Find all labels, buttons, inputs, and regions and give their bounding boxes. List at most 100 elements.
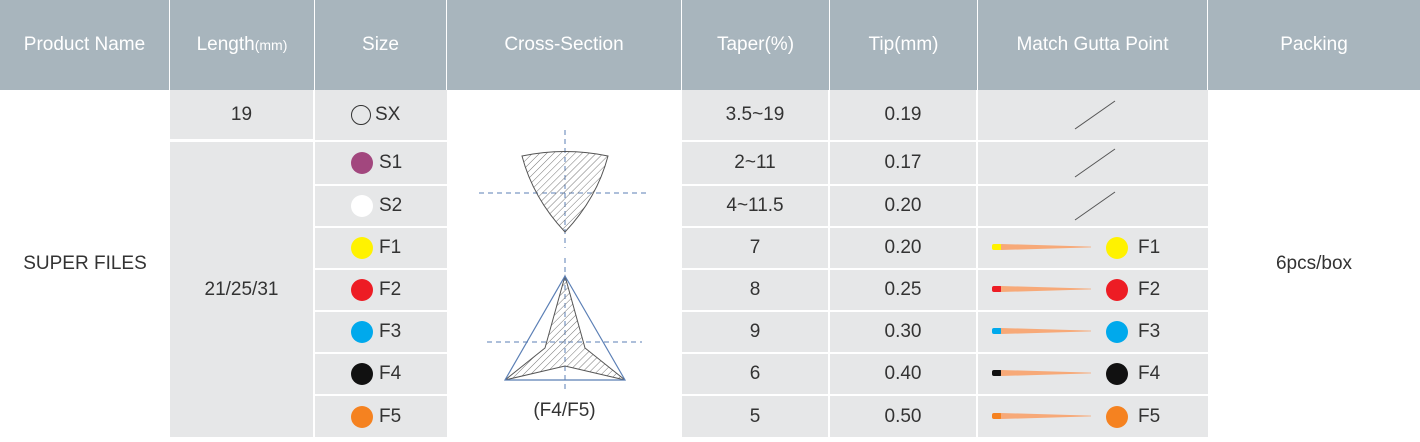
size-color-dot — [351, 363, 373, 385]
gutta-cap — [992, 328, 1002, 334]
header-packing: Packing — [1208, 0, 1420, 90]
taper-cell: 2~11 — [682, 142, 830, 186]
header-label: Length — [196, 34, 255, 55]
header-unit: (mm) — [254, 37, 288, 53]
gutta-cell: F5 — [978, 396, 1208, 437]
size-label: F5 — [379, 405, 402, 427]
taper-value: 5 — [749, 405, 761, 427]
header-product-name: Product Name — [0, 0, 170, 90]
gutta-cone — [1001, 370, 1091, 376]
gutta-cell: F2 — [978, 270, 1208, 312]
not-applicable-slash-icon — [1074, 148, 1116, 178]
size-label: S2 — [379, 195, 403, 216]
size-cell: F3 — [315, 312, 447, 354]
gutta-cap — [992, 412, 1002, 419]
taper-cell: 6 — [682, 354, 830, 396]
tip-value: 0.20 — [884, 195, 922, 216]
size-color-dot — [351, 321, 373, 343]
taper-value: 7 — [749, 237, 761, 258]
taper-cell: 7 — [682, 228, 830, 270]
gutta-cone — [1001, 328, 1091, 334]
size-cell: F5 — [315, 396, 447, 437]
cross-section-caption: (F4/F5) — [533, 400, 596, 421]
size-color-dot — [351, 105, 371, 125]
gutta-cell: F1 — [978, 228, 1208, 270]
gutta-point-icon — [992, 244, 1091, 252]
gutta-color-dot — [1106, 363, 1128, 385]
taper-value: 6 — [749, 363, 761, 384]
gutta-label: F4 — [1138, 363, 1161, 384]
taper-cell: 3.5~19 — [682, 90, 830, 142]
size-color-dot — [351, 237, 373, 259]
gutta-point-icon — [992, 328, 1091, 336]
tip-value: 0.20 — [884, 237, 922, 258]
tip-value: 0.40 — [884, 363, 922, 384]
size-cell: SX — [315, 90, 447, 142]
gutta-point-icon — [992, 286, 1091, 294]
size-cell: S1 — [315, 142, 447, 186]
tip-cell: 0.40 — [830, 354, 978, 396]
size-color-dot — [351, 152, 373, 174]
gutta-cone — [1001, 244, 1091, 250]
gutta-color-dot — [1106, 237, 1128, 259]
not-applicable-slash-icon — [1074, 191, 1116, 221]
size-color-dot — [351, 195, 373, 217]
size-cell: F1 — [315, 228, 447, 270]
size-color-dot — [351, 279, 373, 301]
gutta-label: F5 — [1138, 405, 1161, 427]
taper-cell: 8 — [682, 270, 830, 312]
size-label: SX — [375, 104, 401, 125]
gutta-cell: F3 — [978, 312, 1208, 354]
tip-value: 0.19 — [884, 104, 922, 125]
size-label: F3 — [379, 321, 402, 342]
gutta-cap — [992, 370, 1002, 376]
header-cross-section: Cross-Section — [447, 0, 682, 90]
packing-value: 6pcs/box — [1275, 252, 1353, 274]
tip-value: 0.17 — [884, 152, 922, 173]
header-match-gutta: Match Gutta Point — [978, 0, 1208, 90]
taper-value: 3.5~19 — [725, 104, 785, 125]
size-cell: F2 — [315, 270, 447, 312]
tip-cell: 0.50 — [830, 396, 978, 437]
tip-cell: 0.25 — [830, 270, 978, 312]
header-tip: Tip(mm) — [830, 0, 978, 90]
header-taper: Taper(%) — [682, 0, 830, 90]
header-label: Tip(mm) — [868, 34, 939, 55]
length-cell-19: 19 — [170, 90, 315, 142]
size-cell: S2 — [315, 186, 447, 228]
gutta-cell — [978, 90, 1208, 142]
not-applicable-slash-icon — [1074, 100, 1116, 130]
length-value: 19 — [230, 103, 253, 125]
header-label: Product Name — [23, 34, 146, 55]
gutta-label: F2 — [1138, 279, 1161, 300]
gutta-cell: F4 — [978, 354, 1208, 396]
size-label: F4 — [379, 363, 402, 384]
gutta-color-dot — [1106, 321, 1128, 343]
header-size: Size — [315, 0, 447, 90]
taper-cell: 9 — [682, 312, 830, 354]
gutta-cap — [992, 244, 1002, 250]
tip-value: 0.30 — [884, 321, 922, 342]
gutta-color-dot — [1106, 405, 1128, 428]
gutta-cone — [1001, 412, 1091, 419]
header-label: Match Gutta Point — [1016, 34, 1169, 55]
tip-value: 0.25 — [884, 279, 922, 300]
tip-cell: 0.19 — [830, 90, 978, 142]
length-value: 21/25/31 — [204, 278, 279, 300]
cross-section-drawing — [479, 130, 647, 392]
product-name-cell: SUPER FILES — [0, 90, 170, 437]
header-label: Size — [362, 34, 399, 55]
gutta-point-icon — [992, 370, 1091, 378]
gutta-color-dot — [1106, 279, 1128, 301]
tip-cell: 0.30 — [830, 312, 978, 354]
tip-cell: 0.17 — [830, 142, 978, 186]
gutta-label: F1 — [1138, 237, 1161, 258]
gutta-cell — [978, 186, 1208, 228]
header-label: Packing — [1280, 34, 1348, 55]
cross-section-cell: (F4/F5) — [447, 90, 682, 437]
product-name: SUPER FILES — [23, 252, 147, 274]
taper-value: 8 — [749, 279, 761, 300]
tip-value: 0.50 — [884, 405, 922, 427]
taper-cell: 5 — [682, 396, 830, 437]
tip-cell: 0.20 — [830, 186, 978, 228]
